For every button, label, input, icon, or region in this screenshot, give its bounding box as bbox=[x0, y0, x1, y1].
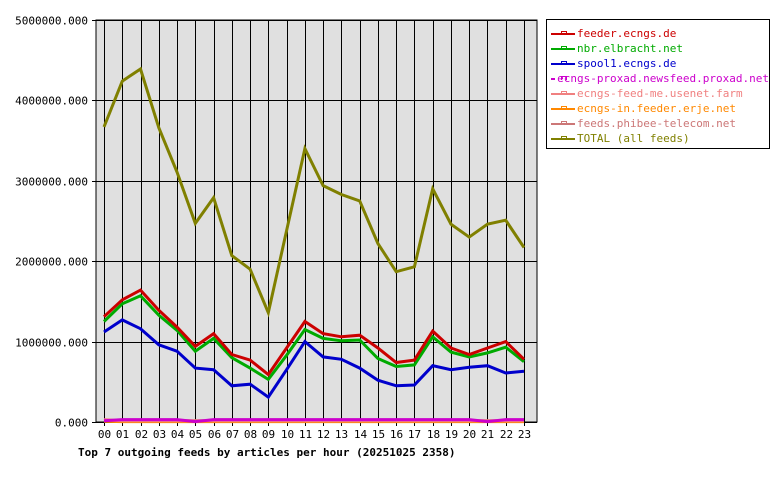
legend-label: ecngs-in.feeder.erje.net bbox=[577, 102, 736, 115]
series-line bbox=[102, 66, 526, 318]
svg-text:20: 20 bbox=[463, 428, 476, 441]
x-axis-ticks: 00 01 02 03 04 05 06 07 08 09 10 11 12 13 14 15 16 17 18 19… bbox=[98, 422, 531, 441]
legend-line-marker-icon bbox=[551, 89, 575, 98]
svg-text:17: 17 bbox=[408, 428, 421, 441]
svg-text:05: 05 bbox=[189, 428, 202, 441]
svg-text:14: 14 bbox=[354, 428, 368, 441]
legend-item: ecngs-in.feeder.erje.net bbox=[547, 101, 769, 116]
legend-label: spool1.ecngs.de bbox=[577, 57, 677, 70]
svg-text:22: 22 bbox=[500, 428, 513, 441]
svg-text:12: 12 bbox=[317, 428, 330, 441]
svg-text:13: 13 bbox=[335, 428, 348, 441]
series-line bbox=[102, 288, 526, 377]
svg-text:01: 01 bbox=[116, 428, 129, 441]
series-line bbox=[103, 318, 525, 400]
legend-label: feeder.ecngs.de bbox=[577, 27, 677, 40]
svg-text:00: 00 bbox=[98, 428, 111, 441]
legend-label: nbr.elbracht.net bbox=[577, 42, 683, 55]
svg-text:06: 06 bbox=[208, 428, 221, 441]
legend-item: ecngs-feed-me.usenet.farm bbox=[547, 86, 769, 101]
svg-text:10: 10 bbox=[281, 428, 294, 441]
legend-item: feeds.phibee-telecom.net bbox=[547, 116, 769, 131]
svg-text:08: 08 bbox=[244, 428, 257, 441]
legend-item: ecngs-proxad.newsfeed.proxad.net bbox=[547, 71, 769, 86]
legend: feeder.ecngs.de nbr.elbracht.net spool1.… bbox=[546, 19, 770, 149]
svg-text:3000000.000: 3000000.000 bbox=[15, 176, 88, 189]
chart-title: Top 7 outgoing feeds by articles per hou… bbox=[78, 446, 456, 459]
svg-text:02: 02 bbox=[135, 428, 148, 441]
legend-item: spool1.ecngs.de bbox=[547, 56, 769, 71]
svg-text:18: 18 bbox=[427, 428, 440, 441]
svg-text:1000000.000: 1000000.000 bbox=[15, 337, 88, 350]
svg-text:0.000: 0.000 bbox=[55, 417, 88, 430]
legend-line-marker-icon bbox=[551, 59, 575, 68]
legend-line-marker-icon bbox=[551, 29, 575, 38]
legend-line-marker-icon bbox=[551, 44, 575, 53]
legend-line-marker-icon bbox=[551, 104, 575, 113]
legend-label: ecngs-feed-me.usenet.farm bbox=[577, 87, 743, 100]
legend-line-marker-icon bbox=[551, 74, 567, 83]
svg-text:19: 19 bbox=[445, 428, 458, 441]
legend-line-marker-icon bbox=[551, 134, 575, 143]
svg-text:04: 04 bbox=[171, 428, 185, 441]
legend-item: feeder.ecngs.de bbox=[547, 26, 769, 41]
svg-text:09: 09 bbox=[262, 428, 275, 441]
svg-text:4000000.000: 4000000.000 bbox=[15, 95, 88, 108]
svg-text:21: 21 bbox=[481, 428, 494, 441]
legend-line-marker-icon bbox=[551, 119, 575, 128]
legend-label: feeds.phibee-telecom.net bbox=[577, 117, 736, 130]
legend-item: nbr.elbracht.net bbox=[547, 41, 769, 56]
svg-text:15: 15 bbox=[372, 428, 385, 441]
svg-text:11: 11 bbox=[299, 428, 312, 441]
svg-text:23: 23 bbox=[518, 428, 531, 441]
legend-label: ecngs-proxad.newsfeed.proxad.net bbox=[557, 72, 769, 85]
svg-text:2000000.000: 2000000.000 bbox=[15, 256, 88, 269]
legend-label: TOTAL (all feeds) bbox=[577, 132, 690, 145]
svg-text:16: 16 bbox=[390, 428, 403, 441]
plot-area bbox=[95, 19, 538, 423]
svg-text:07: 07 bbox=[226, 428, 239, 441]
legend-item: TOTAL (all feeds) bbox=[547, 131, 769, 146]
data-series bbox=[102, 66, 526, 424]
series-line bbox=[103, 418, 524, 424]
y-axis-ticks: 0.000 1000000.000 2000000.000 3000000.000 40… bbox=[15, 15, 96, 430]
svg-text:03: 03 bbox=[153, 428, 166, 441]
series-line bbox=[102, 294, 525, 382]
svg-text:5000000.000: 5000000.000 bbox=[15, 15, 88, 28]
